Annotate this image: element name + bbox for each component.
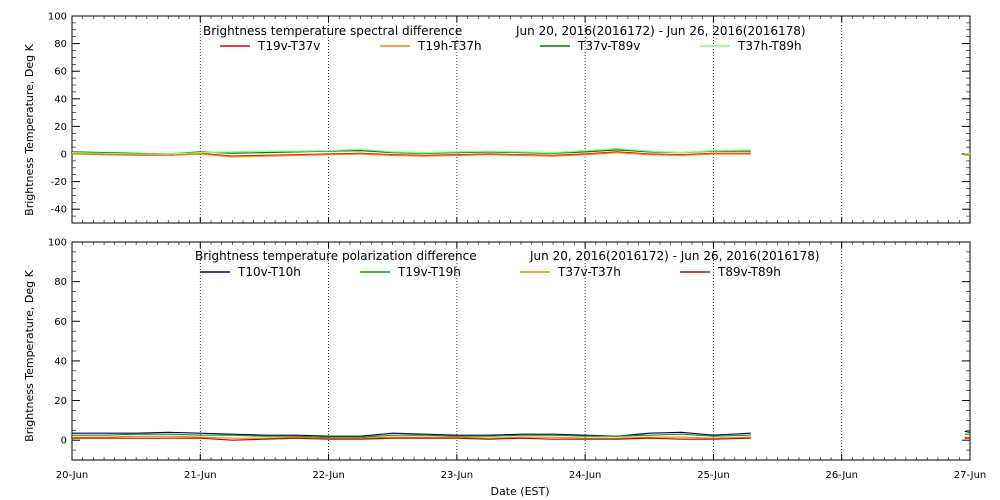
legend: T10v-T10h T19v-T19h T37v-T37h T89v-T89h — [200, 265, 781, 279]
y-tick-label: 60 — [54, 67, 67, 78]
legend-label: T19v-T37v — [257, 39, 320, 53]
y-tick-label: 80 — [54, 277, 67, 288]
legend-label: T10v-T10h — [237, 265, 301, 279]
y-tick-label: -20 — [51, 177, 67, 188]
y-tick-label: -40 — [51, 205, 67, 216]
y-tick-label: 40 — [54, 356, 67, 367]
series-lines — [71, 147, 971, 158]
x-tick-label: 21-Jun — [184, 470, 217, 481]
legend-label: T37v-T37h — [557, 265, 621, 279]
x-tick-label: 24-Jun — [569, 470, 602, 481]
chart-title: Brightness temperature polarization diff… — [195, 249, 477, 263]
x-tick-label: 27-Jun — [954, 470, 987, 481]
chart-date-range: Jun 20, 2016(2016172) - Jun 26, 2016(201… — [515, 24, 806, 38]
x-axis-label: Date (EST) — [490, 485, 549, 498]
y-tick-label: 20 — [54, 396, 67, 407]
y-tick-label: 100 — [48, 12, 67, 23]
series-line-t10v-t10h — [72, 430, 971, 437]
series-lines — [72, 430, 971, 441]
legend-label: T37v-T89v — [577, 39, 640, 53]
x-tick-label: 26-Jun — [825, 470, 858, 481]
legend-label: T19h-T37h — [417, 39, 482, 53]
y-tick-label: 40 — [54, 94, 67, 105]
series-line-t19v-t19h — [72, 433, 970, 438]
polarization-difference-panel: 20-Jun 21-Jun 22-Jun 23-Jun 24-Jun 25-Jun 26-J… — [23, 238, 986, 499]
axis-ticks: -40 -20 0 20 40 60 80 100 — [48, 12, 971, 224]
y-tick-label: 60 — [54, 317, 67, 328]
y-tick-label: 0 — [61, 150, 67, 161]
x-tick-label: 20-Jun — [56, 470, 89, 481]
legend-label: T89v-T89h — [717, 265, 781, 279]
y-tick-label: 0 — [61, 436, 67, 447]
y-tick-label: 80 — [54, 39, 67, 50]
grid-lines — [199, 242, 843, 460]
y-axis-label: Brightness Temperature, Deg K — [23, 269, 36, 441]
series-line-t37v-t37h — [72, 435, 970, 439]
legend: T19v-T37v T19h-T37h T37v-T89v T37h-T89h — [220, 39, 802, 53]
legend-label: T19v-T19h — [397, 265, 461, 279]
series-line-t37h-t89h — [71, 147, 971, 155]
y-axis-label: Brightness Temperature, Deg K — [23, 43, 36, 215]
spectral-difference-panel: -40 -20 0 20 40 60 80 100 Brightness temperatur… — [23, 12, 971, 224]
legend-label: T37h-T89h — [737, 39, 802, 53]
y-tick-label: 20 — [54, 122, 67, 133]
series-line-t89v-t89h — [72, 437, 970, 441]
y-tick-label: 100 — [48, 238, 67, 249]
axis-ticks: 20-Jun 21-Jun 22-Jun 23-Jun 24-Jun 25-Jun 26-J… — [48, 238, 986, 482]
chart-date-range: Jun 20, 2016(2016172) - Jun 26, 2016(201… — [529, 249, 820, 263]
series-line-t19h-t37h — [71, 151, 971, 158]
x-tick-label: 23-Jun — [441, 470, 474, 481]
chart-title: Brightness temperature spectral differen… — [203, 24, 462, 38]
x-tick-label: 25-Jun — [697, 470, 730, 481]
x-tick-label: 22-Jun — [312, 470, 345, 481]
